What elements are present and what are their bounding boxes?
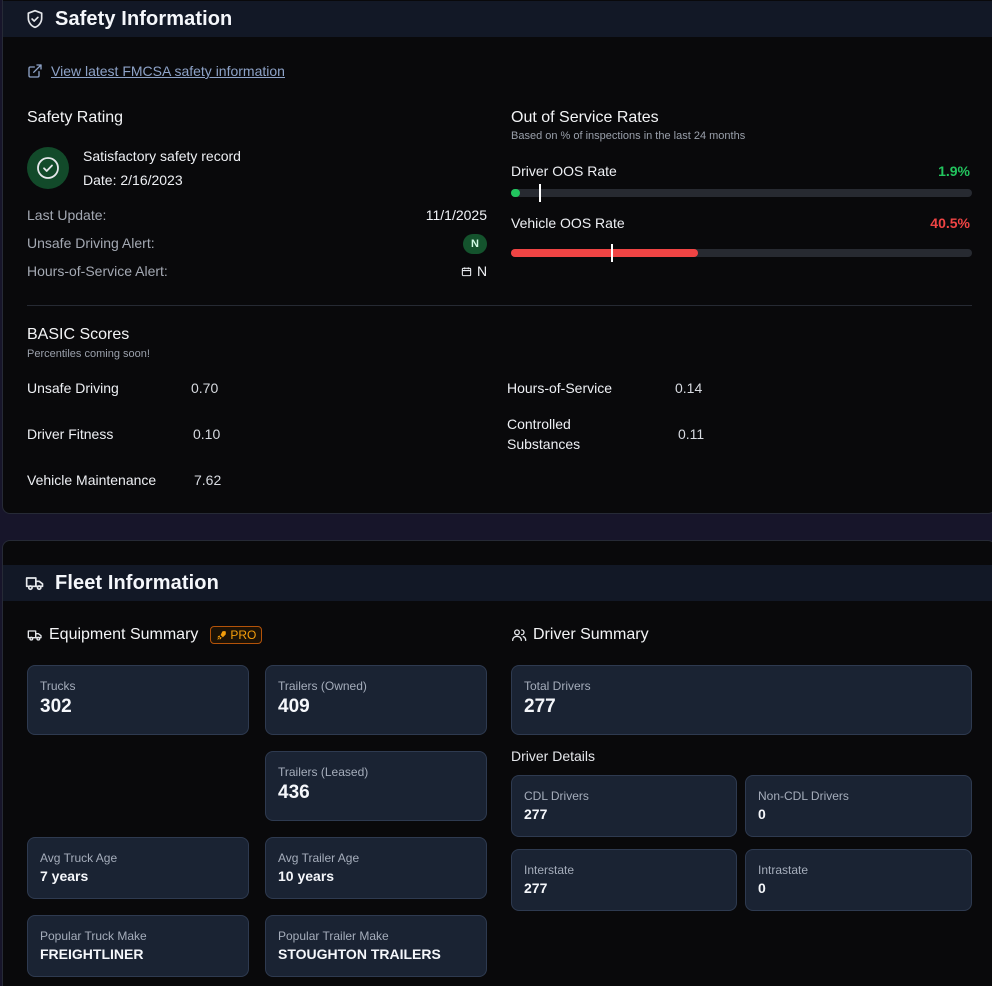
last-update-label: Last Update:	[27, 207, 107, 223]
cdl-drivers-value: 277	[524, 806, 548, 822]
pro-badge-label: PRO	[230, 628, 257, 642]
check-circle-icon	[36, 156, 60, 180]
driver-oos-national-avg-marker	[538, 184, 541, 202]
basic-score-value: 0.70	[191, 380, 219, 396]
hos-alert-label: Hours-of-Service Alert:	[27, 263, 168, 279]
trucks-label: Trucks	[40, 679, 76, 693]
avg-truck-age-value: 7 years	[40, 868, 89, 884]
rating-check-badge	[27, 147, 69, 189]
rating-date: Date: 2/16/2023	[83, 172, 183, 188]
basic-score-value: 0.10	[193, 426, 221, 442]
total-drivers-card: Total Drivers 277	[511, 665, 972, 735]
users-icon	[511, 627, 527, 643]
basic-score-value: 0.11	[678, 426, 705, 442]
unsafe-driving-alert-badge: N	[463, 234, 487, 254]
avg-trailer-age-card: Avg Trailer Age 10 years	[265, 837, 487, 899]
hos-alert-value: N	[461, 263, 487, 279]
trailers-leased-card: Trailers (Leased) 436	[265, 751, 487, 821]
trucks-value: 302	[40, 696, 72, 717]
total-drivers-label: Total Drivers	[524, 679, 591, 693]
trailers-leased-value: 436	[278, 782, 310, 803]
cdl-drivers-label: CDL Drivers	[524, 789, 589, 803]
truck-icon	[27, 627, 43, 643]
intrastate-label: Intrastate	[758, 863, 809, 877]
trailers-owned-card: Trailers (Owned) 409	[265, 665, 487, 735]
basic-scores-subtitle: Percentiles coming soon!	[27, 348, 150, 360]
driver-summary-header: Driver Summary	[511, 626, 649, 644]
calendar-icon	[461, 266, 472, 277]
vehicle-oos-bar	[511, 244, 972, 262]
basic-scores-title: BASIC Scores	[27, 326, 130, 343]
intrastate-card: Intrastate 0	[745, 849, 972, 911]
avg-trailer-age-label: Avg Trailer Age	[278, 851, 360, 865]
avg-truck-age-label: Avg Truck Age	[40, 851, 118, 865]
basic-score-value: 0.14	[675, 380, 703, 396]
interstate-value: 277	[524, 880, 548, 896]
driver-oos-bar-fill	[511, 189, 520, 197]
vehicle-oos-national-avg-marker	[611, 244, 614, 262]
fleet-panel-title: Fleet Information	[55, 571, 219, 594]
vehicle-oos-label: Vehicle OOS Rate	[511, 215, 625, 231]
basic-score-label: Driver Fitness	[27, 426, 114, 442]
hos-alert-text: N	[477, 263, 488, 279]
basic-score-label: Unsafe Driving	[27, 380, 119, 396]
intrastate-value: 0	[758, 880, 766, 896]
driver-details-title: Driver Details	[511, 748, 596, 764]
basic-score-label: Vehicle Maintenance	[27, 472, 157, 488]
fleet-panel-header: Fleet Information	[3, 565, 992, 601]
interstate-label: Interstate	[524, 863, 575, 877]
equipment-summary-title: Equipment Summary	[49, 626, 199, 643]
driver-oos-label: Driver OOS Rate	[511, 163, 617, 179]
driver-oos-bar	[511, 184, 972, 202]
section-divider	[27, 305, 972, 306]
pro-badge: PRO	[210, 626, 263, 644]
basic-score-label: Hours-of-Service	[507, 380, 613, 396]
basic-score-label: Controlled Substances	[507, 416, 581, 452]
trailers-owned-label: Trailers (Owned)	[278, 679, 367, 693]
popular-truck-make-card: Popular Truck Make FREIGHTLINER	[27, 915, 249, 977]
trailers-owned-value: 409	[278, 696, 310, 717]
last-update-value: 11/1/2025	[425, 207, 487, 223]
vehicle-oos-bar-fill	[511, 249, 698, 257]
interstate-card: Interstate 277	[511, 849, 737, 911]
fmcsa-link-row[interactable]: View latest FMCSA safety information	[27, 63, 285, 79]
fmcsa-safety-link[interactable]: View latest FMCSA safety information	[51, 63, 285, 79]
oos-rates-subtitle: Based on % of inspections in the last 24…	[511, 130, 746, 142]
driver-oos-value: 1.9%	[938, 163, 970, 179]
rocket-icon	[216, 630, 227, 641]
popular-trailer-make-value: STOUGHTON TRAILERS	[278, 946, 441, 962]
driver-summary-title: Driver Summary	[533, 626, 649, 643]
non-cdl-drivers-label: Non-CDL Drivers	[758, 789, 849, 803]
popular-truck-make-label: Popular Truck Make	[40, 929, 147, 943]
popular-trailer-make-label: Popular Trailer Make	[278, 929, 389, 943]
avg-truck-age-card: Avg Truck Age 7 years	[27, 837, 249, 899]
truck-icon	[25, 573, 45, 593]
non-cdl-drivers-value: 0	[758, 806, 766, 822]
cdl-drivers-card: CDL Drivers 277	[511, 775, 737, 837]
vehicle-oos-value: 40.5%	[930, 215, 970, 231]
external-link-icon	[27, 63, 43, 79]
oos-rates-title: Out of Service Rates	[511, 109, 659, 126]
shield-check-icon	[25, 9, 45, 29]
popular-trailer-make-card: Popular Trailer Make STOUGHTON TRAILERS	[265, 915, 487, 977]
popular-truck-make-value: FREIGHTLINER	[40, 946, 144, 962]
fleet-information-panel: Fleet Information Equipment Summary PRO …	[2, 540, 992, 986]
avg-trailer-age-value: 10 years	[278, 868, 335, 884]
safety-panel-title: Safety Information	[55, 7, 233, 30]
trucks-card: Trucks 302	[27, 665, 249, 735]
non-cdl-drivers-card: Non-CDL Drivers 0	[745, 775, 972, 837]
trailers-leased-label: Trailers (Leased)	[278, 765, 369, 779]
basic-score-value: 7.62	[194, 472, 222, 488]
unsafe-driving-alert-label: Unsafe Driving Alert:	[27, 235, 155, 251]
safety-rating-title: Safety Rating	[27, 109, 124, 126]
safety-information-panel: Safety Information View latest FMCSA saf…	[2, 0, 992, 514]
safety-panel-header: Safety Information	[3, 1, 992, 37]
equipment-summary-header: Equipment Summary PRO	[27, 626, 263, 644]
rating-record: Satisfactory safety record	[83, 148, 241, 164]
total-drivers-value: 277	[524, 696, 556, 717]
